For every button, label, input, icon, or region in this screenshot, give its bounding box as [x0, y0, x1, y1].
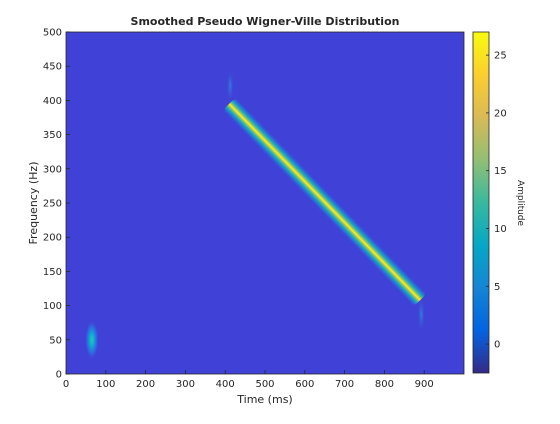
colorbar-tick-label: 20: [494, 108, 507, 119]
x-tick-label: 200: [136, 379, 155, 390]
heatmap-features: [84, 67, 426, 360]
x-tick-label: 400: [216, 379, 235, 390]
x-tick-label: 600: [295, 379, 314, 390]
y-tick-label: 100: [43, 301, 62, 312]
colorbar-tick-label: 25: [494, 51, 507, 62]
x-tick-label: 800: [375, 379, 394, 390]
colorbar-ticks: 0 5 10 15 20 25: [486, 51, 507, 351]
y-axis-label: Frequency (Hz): [27, 162, 40, 245]
y-tick-label: 0: [56, 370, 62, 381]
plot-area: [66, 32, 464, 374]
chirp-ridge-group: [224, 99, 425, 305]
y-tick-label: 150: [43, 267, 62, 278]
chirp-ridge: [224, 99, 425, 305]
chart-title: Smoothed Pseudo Wigner-Ville Distributio…: [131, 15, 400, 28]
y-tick-label: 450: [43, 62, 62, 73]
y-tick-label: 50: [49, 335, 62, 346]
y-tick-label: 500: [43, 28, 62, 39]
x-axis-label: Time (ms): [236, 393, 292, 406]
colorbar-tick-label: 0: [494, 340, 500, 351]
y-tick-label: 250: [43, 199, 62, 210]
colorbar: [472, 31, 490, 374]
x-tick-label: 500: [255, 379, 274, 390]
colorbar-tick-label: 15: [494, 166, 507, 177]
colorbar-tick-label: 10: [494, 224, 507, 235]
x-tick-label: 300: [176, 379, 195, 390]
x-tick-label: 0: [63, 379, 69, 390]
y-tick-label: 400: [43, 96, 62, 107]
y-tick-label: 200: [43, 233, 62, 244]
chirp-end-artifact: [417, 294, 426, 335]
x-tick-label: 900: [415, 379, 434, 390]
y-tick-label: 350: [43, 130, 62, 141]
chirp-start-artifact: [226, 67, 235, 104]
x-tick-label: 700: [335, 379, 354, 390]
low-frequency-blob: [84, 319, 99, 360]
x-tick-label: 100: [96, 379, 115, 390]
y-axis-ticks: 0 50 100 150 200 250 300 350 400 450 500: [43, 28, 70, 381]
colorbar-label: Amplitude: [515, 180, 525, 227]
colorbar-tick-label: 5: [494, 282, 500, 293]
x-axis-ticks: 0 100 200 300 400 500 600 700 800 900: [63, 370, 434, 390]
y-tick-label: 300: [43, 164, 62, 175]
